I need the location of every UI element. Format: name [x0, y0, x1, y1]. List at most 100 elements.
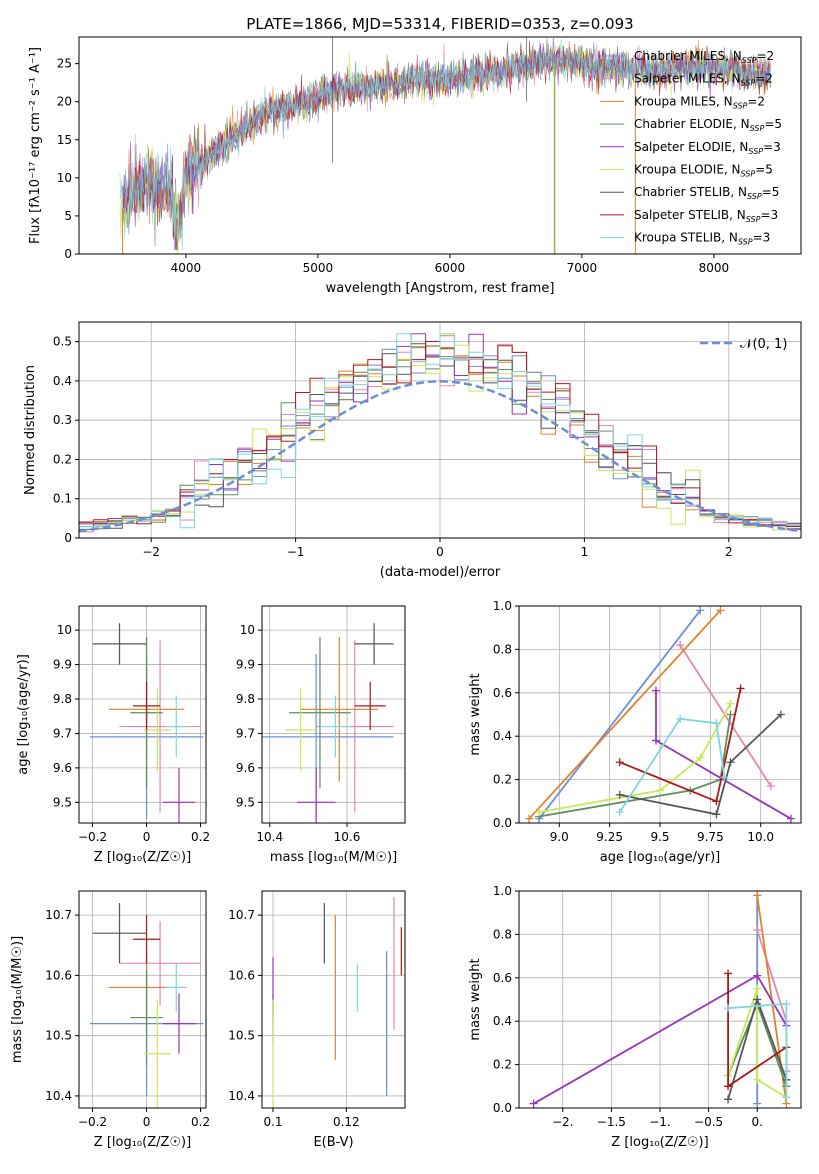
legend-subscript: SSP [748, 147, 763, 156]
spectrum-panel: 4000 5000 6000 7000 8000 0 5 10 15 20 25 wavelength… [28, 36, 802, 296]
weight-marker [726, 758, 735, 767]
weight-marker [676, 641, 685, 650]
y-axis-label: mass weight [468, 958, 483, 1040]
x-tick-label: 9.25 [596, 830, 623, 844]
legend-nssp: =5 [764, 117, 782, 131]
x-axis-label: E(B-V) [313, 1135, 353, 1150]
legend-entry: Chabrier MILES, NSSP=2 [634, 49, 774, 65]
weight-marker [726, 699, 735, 708]
normal-legend-label: 𝒩(0, 1) [740, 337, 787, 352]
y-tick-label: 9.9 [236, 658, 255, 672]
x-tick-label: 0.1 [263, 1115, 282, 1129]
y-tick-label: 0.8 [493, 927, 512, 941]
legend-name: Kroupa MILES, N [634, 94, 733, 108]
legend-subscript: SSP [746, 215, 761, 224]
weight-marker [753, 984, 762, 993]
legend-subscript: SSP [741, 170, 756, 179]
mass-vs-metallicity-panel: −0.2 0 0.2 10.4 10.5 10.6 10.7 Z [log₁₀(Z/Z☉)] m… [10, 890, 210, 1150]
y-tick-label: 9.5 [236, 795, 255, 809]
y-tick-label: 10 [57, 171, 72, 185]
y-tick-label: 0.2 [493, 1058, 512, 1072]
x-axis-label: (data-model)/error [380, 565, 501, 580]
normal-curve [79, 380, 801, 533]
weight-marker [782, 1093, 791, 1102]
legend-name: Chabrier ELODIE, N [634, 117, 750, 131]
x-tick-label: 9.75 [697, 830, 724, 844]
y-tick-label: 15 [57, 133, 72, 147]
legend-name: Salpeter STELIB, N [634, 208, 746, 222]
legend-subscript: SSP [738, 238, 753, 247]
y-tick-label: 25 [57, 57, 72, 71]
x-tick-label: −0.2 [78, 1115, 107, 1129]
x-tick-label: 0. [752, 1115, 763, 1129]
x-tick-label: 2 [725, 545, 733, 559]
y-tick-label: 9.7 [53, 726, 72, 740]
weight-vs-age-panel: 9.0 9.25 9.5 9.75 10.0 0.0 0.2 0.4 0.6 0.8 1.0 age … [468, 599, 802, 865]
y-tick-label: 10.6 [45, 968, 72, 982]
legend-entry: Salpeter STELIB, NSSP=3 [634, 208, 778, 224]
y-tick-label: 10.7 [45, 908, 72, 922]
spectrum-line [119, 39, 771, 251]
plot-area [79, 333, 801, 533]
axes-frame [518, 890, 802, 1109]
y-tick-label: 10.6 [228, 968, 255, 982]
y-axis-label: Normed distribution [23, 365, 38, 495]
weight-vs-metallicity-panel: −2. −1.5 −1. −0.5 0. 0.0 0.2 0.4 0.6 0.8 1.0 Z [log… [468, 884, 802, 1150]
x-axis-label: Z [log₁₀(Z/Z☉)] [94, 1135, 191, 1150]
x-tick-label: 0 [143, 830, 151, 844]
weight-marker [712, 797, 721, 806]
weight-line [619, 713, 782, 816]
legend-entry: Kroupa MILES, NSSP=2 [634, 94, 765, 110]
plot-area [89, 903, 204, 1108]
mass-vs-ebv-panel: 0.1 0.12 10.4 10.5 10.6 10.7 E(B-V) [228, 890, 406, 1150]
weight-marker [724, 1082, 733, 1091]
axes-frame [261, 890, 406, 1109]
weight-marker [716, 606, 725, 615]
legend-nssp: =2 [756, 49, 774, 63]
weight-marker [724, 1004, 733, 1013]
weight-marker [615, 758, 624, 767]
y-tick-label: 10 [57, 623, 72, 637]
age-vs-metallicity-panel: −0.2 0 0.2 9.5 9.6 9.7 9.8 9.9 10 Z [log₁₀(Z/Z☉)]… [16, 605, 210, 865]
y-tick-label: 0.4 [493, 729, 512, 743]
y-tick-label: 9.5 [53, 795, 72, 809]
residuals-panel: −2 −1 0 1 2 0 0.1 0.2 0.3 0.4 0.5 (data-model)/erro… [23, 321, 802, 580]
legend-name: Kroupa ELODIE, N [634, 163, 741, 177]
legend-nssp: =5 [762, 185, 780, 199]
plot-area [262, 623, 394, 823]
weight-marker [696, 606, 705, 615]
y-tick-label: 0.2 [53, 452, 72, 466]
y-tick-label: 0.0 [493, 816, 512, 830]
spectrum-line [122, 40, 771, 251]
x-tick-label: −1 [287, 545, 305, 559]
x-axis-label: Z [log₁₀(Z/Z☉)] [611, 1135, 708, 1150]
y-tick-label: 10.7 [228, 908, 255, 922]
y-axis-label: mass [log₁₀(M/M☉)] [10, 936, 25, 1063]
figure-title: PLATE=1866, MJD=53314, FIBERID=0353, z=0… [246, 15, 633, 33]
weight-marker [656, 786, 664, 795]
y-axis-label: mass weight [468, 673, 483, 755]
weight-line [528, 609, 722, 820]
weight-marker [525, 814, 534, 823]
y-tick-label: 0.6 [493, 686, 512, 700]
x-tick-label: 8000 [699, 261, 730, 275]
weight-marker [753, 971, 762, 980]
legend-nssp: =3 [753, 231, 771, 245]
x-tick-label: 0.2 [191, 1115, 210, 1129]
legend-subscript: SSP [741, 79, 756, 88]
x-tick-label: −1.5 [597, 1115, 626, 1129]
legend-entry: Salpeter ELODIE, NSSP=3 [634, 140, 781, 156]
legend-name: Salpeter ELODIE, N [634, 140, 748, 154]
weight-marker [786, 814, 795, 823]
legend-nssp: =3 [763, 140, 781, 154]
y-tick-label: 0 [64, 531, 72, 545]
legend-subscript: SSP [733, 101, 748, 110]
y-tick-label: 9.8 [53, 692, 72, 706]
weight-marker [615, 808, 624, 817]
plot-area [119, 37, 771, 254]
x-axis-label: wavelength [Angstrom, rest frame] [326, 281, 555, 296]
axes-frame [78, 890, 207, 1109]
age-vs-mass-panel: 10.4 10.6 9.5 9.6 9.7 9.8 9.9 10 mass [log₁₀(M/M… [236, 605, 406, 865]
weight-marker [782, 999, 791, 1008]
